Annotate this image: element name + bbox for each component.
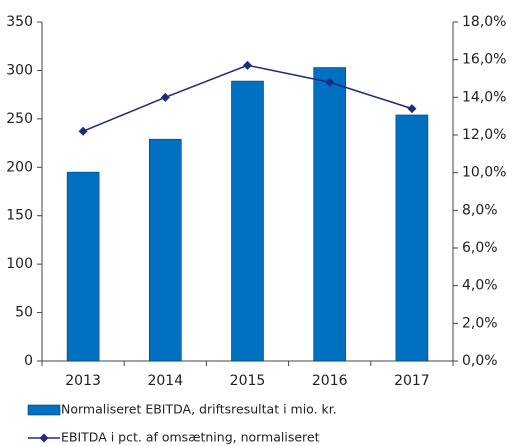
- y2-tick-label: 6,0%: [462, 240, 498, 256]
- bar: [313, 67, 347, 362]
- x-tick-label: 2016: [312, 373, 348, 389]
- y2-tick-label: 10,0%: [462, 165, 506, 181]
- marker: [243, 60, 252, 70]
- y-tick-label: 100: [6, 256, 33, 272]
- y-tick-label: 0: [24, 353, 33, 369]
- legend-label: Normaliseret EBITDA, driftsresultat i mi…: [61, 402, 337, 417]
- marker: [407, 104, 417, 114]
- bar: [149, 138, 182, 362]
- y2-tick-label: 14,0%: [462, 89, 506, 105]
- marker: [78, 126, 88, 136]
- y2-tick-label: 18,0%: [462, 14, 506, 30]
- marker: [160, 92, 170, 102]
- x-tick-label: 2013: [65, 373, 101, 389]
- bar: [231, 80, 264, 362]
- y2-tick-label: 0,0%: [462, 353, 498, 369]
- y2-tick-label: 12,0%: [462, 127, 506, 143]
- legend-label: EBITDA i pct. af omsætning, normaliseret: [61, 430, 320, 445]
- y2-tick-label: 4,0%: [462, 278, 498, 294]
- y-tick-label: 200: [6, 159, 33, 175]
- bar: [395, 114, 429, 362]
- x-tick-label: 2014: [147, 373, 183, 389]
- y-tick-label: 150: [6, 208, 33, 224]
- y-tick-label: 50: [15, 305, 33, 321]
- y-tick-label: 350: [6, 14, 33, 30]
- x-tick-label: 2017: [394, 373, 430, 389]
- marker: [325, 77, 335, 87]
- y-tick-label: 300: [6, 62, 33, 78]
- legend-marker: [39, 433, 49, 443]
- legend-swatch: [27, 404, 61, 416]
- x-tick-label: 2015: [230, 373, 266, 389]
- bar: [66, 171, 100, 362]
- y-tick-label: 250: [6, 111, 33, 127]
- y2-tick-label: 8,0%: [462, 202, 498, 218]
- y2-tick-label: 16,0%: [462, 52, 506, 68]
- y2-tick-label: 2,0%: [462, 315, 498, 331]
